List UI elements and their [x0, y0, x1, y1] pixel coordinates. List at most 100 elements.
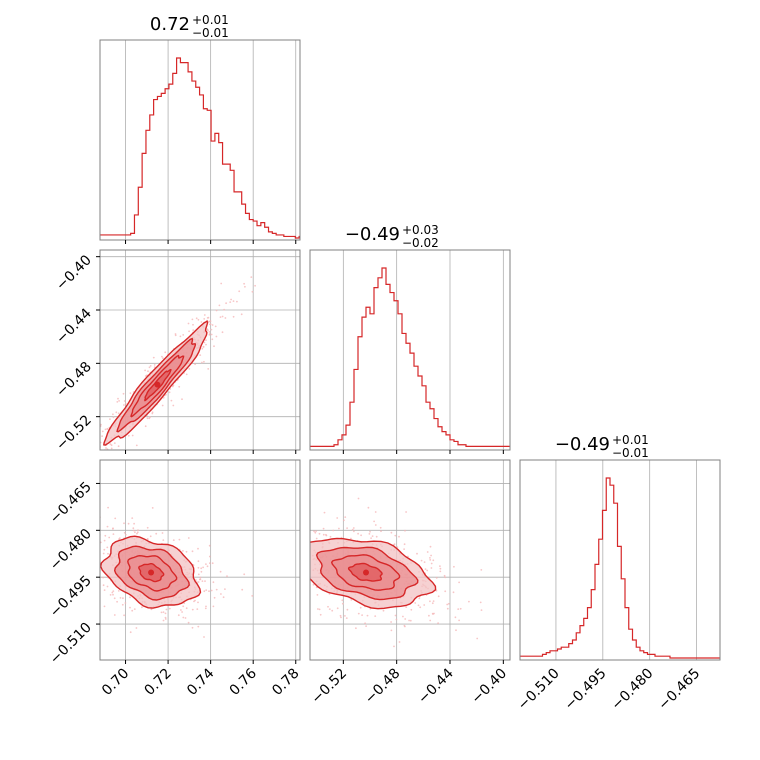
sample-point: [204, 607, 207, 610]
sample-point: [110, 444, 113, 447]
sample-point: [205, 589, 208, 591]
sample-point: [468, 600, 470, 603]
density-peak: [148, 569, 155, 576]
sample-point: [104, 534, 107, 537]
panel-frame: [99, 459, 301, 661]
sample-point: [215, 588, 218, 591]
sample-point: [275, 593, 277, 595]
sample-point: [444, 576, 447, 579]
sample-point: [417, 604, 420, 607]
sample-point: [86, 602, 88, 604]
sample-point: [270, 547, 272, 549]
sample-point: [229, 301, 232, 303]
sample-point: [133, 608, 136, 610]
sample-point: [443, 574, 446, 577]
sample-point: [96, 448, 98, 450]
sample-point: [366, 614, 369, 617]
sample-point: [101, 435, 103, 437]
sample-point: [428, 614, 430, 617]
sample-point: [199, 354, 202, 356]
title-minus-3: −0.01: [612, 446, 649, 460]
sample-point: [133, 522, 136, 525]
sample-point: [424, 568, 427, 570]
sample-point: [113, 614, 116, 616]
sample-point: [185, 607, 188, 610]
sample-point: [134, 531, 136, 534]
sample-point: [165, 608, 168, 611]
sample-point: [101, 430, 104, 433]
sample-point: [249, 551, 251, 553]
sample-point: [246, 579, 248, 581]
sample-point: [101, 451, 103, 453]
sample-point: [203, 318, 206, 320]
sample-point: [177, 614, 180, 617]
sample-point: [197, 573, 200, 576]
sample-point: [410, 608, 413, 611]
sample-point: [305, 539, 307, 541]
sample-point: [277, 558, 279, 560]
sample-point: [136, 531, 139, 534]
sample-point: [105, 455, 107, 457]
x-tick-label: −0.48: [362, 666, 404, 708]
sample-point: [430, 567, 433, 569]
sample-point: [104, 461, 106, 463]
sample-point: [327, 605, 329, 608]
sample-point: [452, 591, 455, 594]
sample-point: [113, 442, 116, 444]
sample-point: [162, 396, 165, 399]
sample-point: [359, 606, 362, 609]
sample-point: [112, 528, 114, 530]
sample-point: [118, 400, 120, 402]
sample-point: [197, 625, 200, 628]
sample-point: [212, 605, 215, 608]
sample-point: [429, 559, 432, 561]
sample-point: [179, 335, 182, 338]
title-plus-3: +0.01: [612, 433, 649, 447]
sample-point: [212, 581, 215, 584]
sample-point: [213, 596, 216, 599]
sample-point: [302, 563, 304, 565]
x-tick-label: −0.465: [655, 666, 703, 714]
sample-point: [314, 531, 317, 534]
sample-point: [205, 343, 207, 346]
sample-point: [201, 361, 203, 364]
sample-point: [151, 507, 154, 509]
sample-point: [124, 533, 127, 536]
x-tick-label: −0.510: [515, 666, 563, 714]
sample-point: [197, 581, 200, 583]
sample-point: [162, 611, 165, 613]
sample-point: [208, 590, 210, 593]
sample-point: [144, 425, 147, 428]
sample-point: [390, 621, 392, 623]
sample-point: [329, 535, 332, 538]
sample-point: [112, 590, 115, 592]
sample-point: [432, 613, 434, 615]
sample-point: [155, 532, 158, 535]
sample-point: [112, 593, 114, 596]
sample-point: [197, 566, 200, 569]
sample-point: [323, 511, 326, 514]
sample-point: [219, 570, 222, 573]
sample-point: [99, 454, 101, 456]
sample-point: [271, 534, 273, 536]
sample-point: [431, 602, 434, 605]
sample-point: [390, 531, 393, 534]
x-tick-label: −0.52: [309, 666, 351, 708]
y-tick-label: −0.495: [47, 573, 95, 621]
sample-point: [293, 570, 295, 572]
sample-point: [106, 525, 109, 528]
sample-point: [203, 360, 205, 363]
sample-point: [207, 368, 210, 370]
sample-point: [161, 404, 164, 407]
x-tick-label: −0.40: [469, 666, 511, 708]
sample-point: [241, 588, 244, 591]
sample-point: [146, 526, 149, 529]
sample-point: [185, 550, 188, 553]
sample-point: [210, 333, 213, 336]
sample-point: [111, 591, 114, 594]
sample-point: [115, 411, 118, 414]
title-minus-1: −0.01: [192, 26, 229, 40]
sample-point: [297, 587, 299, 589]
sample-point: [153, 364, 156, 366]
sample-point: [106, 585, 109, 588]
